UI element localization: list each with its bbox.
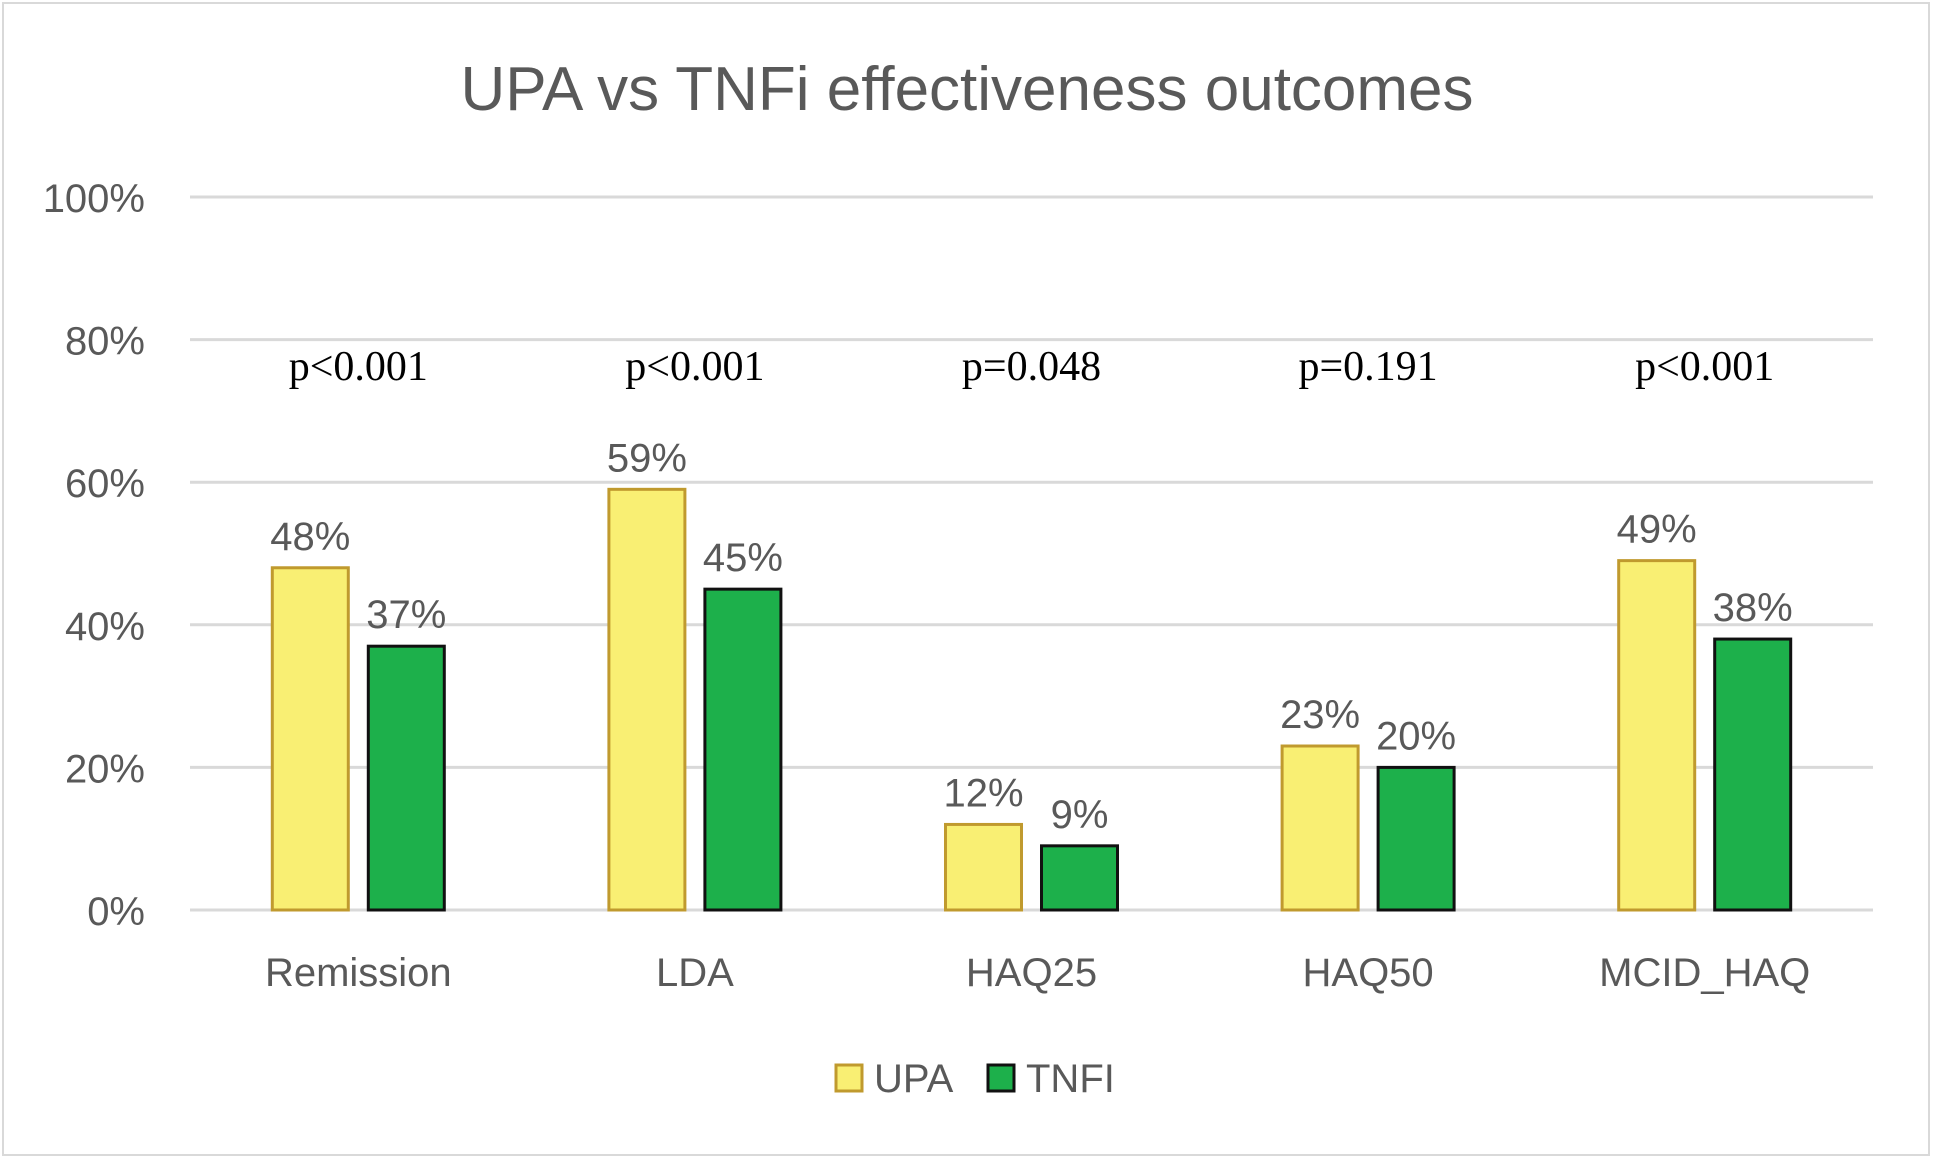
bar-upa [607,487,687,912]
bar-tnfi [703,587,783,912]
data-label: 48% [270,515,350,559]
data-label: 9% [1051,793,1109,837]
x-axis-tick-labels: Remission LDA HAQ25 HAQ50 MCID_HAQ [265,951,1810,995]
bar-upa [1280,744,1360,912]
y-tick-label: 100% [43,177,145,221]
legend: UPA TNFI [834,1057,1115,1101]
gridlines [190,195,1873,912]
p-value-label: p<0.001 [1635,344,1774,390]
x-tick-label: MCID_HAQ [1599,951,1810,995]
data-label: 20% [1376,714,1456,758]
data-label: 45% [703,536,783,580]
legend-swatch-upa [834,1063,864,1093]
x-tick-label: LDA [656,951,734,995]
bars [270,487,1793,912]
legend-label: TNFI [1026,1057,1115,1101]
legend-label: UPA [874,1057,954,1101]
p-value-label: p<0.001 [625,344,764,390]
bar-upa [944,822,1023,912]
y-axis-tick-labels: 0% 20% 40% 60% 80% 100% [43,177,145,934]
bar-upa [270,566,350,912]
y-tick-label: 0% [87,890,145,934]
x-tick-label: HAQ25 [966,951,1097,995]
p-value-annotations: p<0.001 p<0.001 p=0.048 p=0.191 p<0.001 [289,344,1775,390]
p-value-label: p=0.191 [1299,344,1438,390]
y-tick-label: 60% [65,462,145,506]
y-tick-label: 20% [65,747,145,791]
x-tick-label: Remission [265,951,452,995]
data-labels: 48% 37% 59% 45% 12% 9% 23% 20% 49% 38% [270,436,1792,837]
bar-tnfi [1040,844,1119,912]
y-tick-label: 80% [65,320,145,364]
p-value-label: p=0.048 [962,344,1101,390]
data-label: 23% [1280,693,1360,737]
bar-tnfi [1376,765,1456,912]
p-value-label: p<0.001 [289,344,428,390]
bar-tnfi [1713,637,1793,912]
legend-swatch-tnfi [986,1063,1016,1093]
bar-upa [1617,559,1697,912]
data-label: 12% [943,771,1023,815]
x-tick-label: HAQ50 [1303,951,1434,995]
data-label: 59% [607,436,687,480]
y-tick-label: 40% [65,605,145,649]
chart-title: UPA vs TNFi effectiveness outcomes [460,55,1473,124]
bar-tnfi [366,644,446,912]
data-label: 38% [1713,586,1793,630]
data-label: 49% [1617,508,1697,552]
data-label: 37% [366,593,446,637]
